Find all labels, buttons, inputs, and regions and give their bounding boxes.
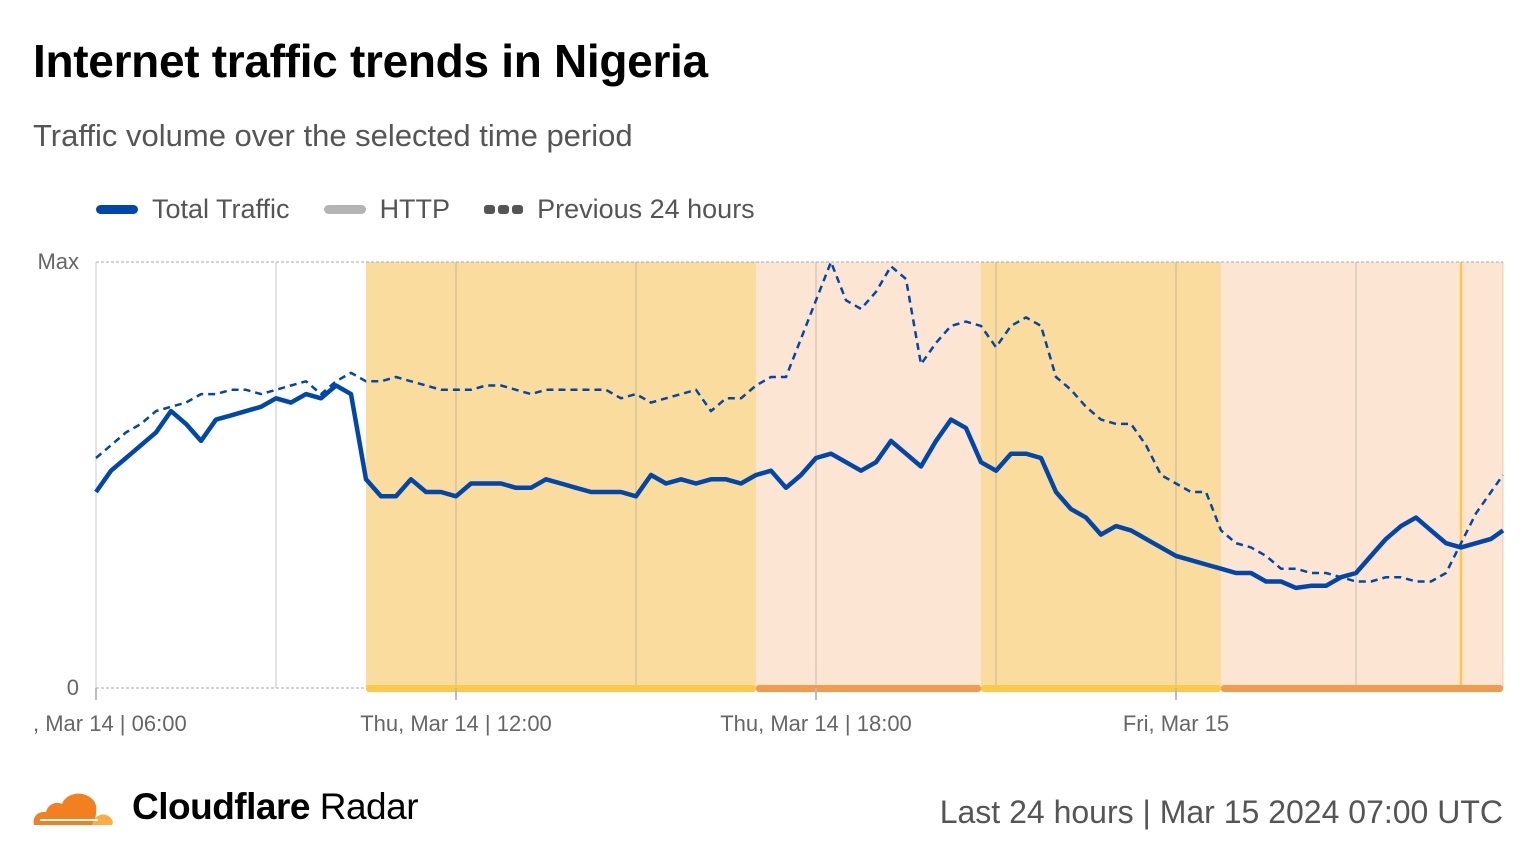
x-tick-label: , Mar 14 | 06:00 — [33, 711, 187, 736]
legend-item-http[interactable]: HTTP — [323, 194, 451, 225]
brand-name: Cloudflare Radar — [132, 786, 419, 828]
x-tick-label: Fri, Mar 15 — [1123, 711, 1229, 736]
legend-label: Total Traffic — [152, 194, 290, 224]
chart-legend: Total Traffic HTTP Previous 24 hours — [96, 194, 789, 225]
annotation-band — [756, 262, 981, 688]
page-title: Internet traffic trends in Nigeria — [33, 35, 708, 87]
total-traffic-line — [94, 383, 1505, 591]
traffic-line-chart: Max 0 , Mar 14 | 06:00 Thu, Mar 14 | 12:0… — [33, 249, 1505, 736]
annotation-bar — [366, 685, 756, 692]
separator: | — [1142, 794, 1151, 830]
annotation-bar — [756, 685, 981, 692]
solid-line-swatch-icon — [323, 205, 366, 214]
brand-bold: Cloudflare — [132, 786, 310, 827]
cloudflare-radar-logo: Cloudflare Radar — [32, 786, 419, 828]
x-tick-label: Thu, Mar 14 | 18:00 — [720, 711, 912, 736]
footer-time-info: Last 24 hours | Mar 15 2024 07:00 UTC — [940, 794, 1503, 831]
page-subtitle: Traffic volume over the selected time pe… — [33, 118, 633, 153]
solid-line-swatch-icon — [96, 205, 138, 214]
annotation-bar — [981, 685, 1221, 692]
legend-item-previous-24-hours[interactable]: Previous 24 hours — [484, 194, 755, 225]
dashed-line-swatch-icon — [484, 205, 524, 214]
time-period: Last 24 hours — [939, 794, 1134, 830]
annotation-bar — [1221, 685, 1503, 692]
legend-label: Previous 24 hours — [537, 194, 755, 224]
timestamp: Mar 15 2024 07:00 UTC — [1159, 794, 1503, 830]
cloudflare-cloud-icon — [33, 793, 113, 825]
annotation-band — [981, 262, 1221, 688]
annotation-band — [366, 262, 756, 688]
legend-item-total-traffic[interactable]: Total Traffic — [96, 194, 290, 225]
brand-light: Radar — [319, 786, 419, 827]
legend-label: HTTP — [379, 194, 451, 224]
x-tick-label: Thu, Mar 14 | 12:00 — [360, 711, 552, 736]
y-tick-label-zero: 0 — [67, 675, 79, 700]
annotation-band — [1221, 262, 1503, 688]
previous-24-hours-line — [95, 260, 1505, 583]
y-tick-label-max: Max — [37, 249, 79, 274]
